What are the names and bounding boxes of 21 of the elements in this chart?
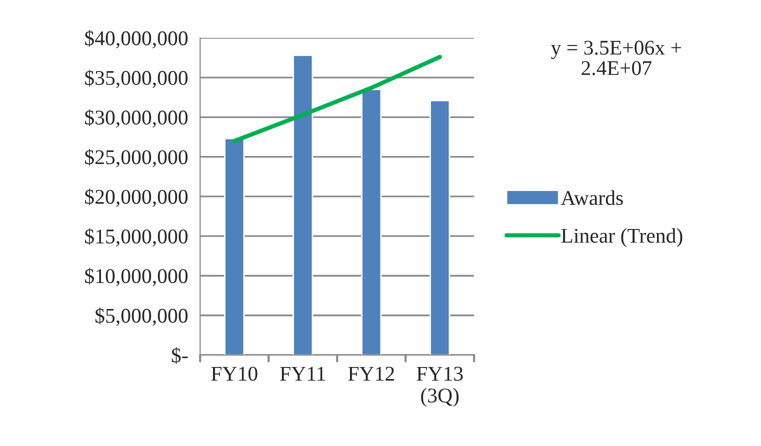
x-tick-label: FY10 [211,366,258,381]
bar [361,88,382,356]
text: y = 3.5E+06x + 2.4E+07 [551,40,682,76]
bar [292,54,314,356]
y-tick-label: $25,000,000 [85,148,188,168]
y-tick-label: $20,000,000 [85,188,188,207]
bar [430,100,450,356]
y-tick-label: $40,000,000 [85,30,188,48]
legend-label: Awards [560,190,623,206]
y-tick-label: $10,000,000 [85,268,188,286]
y-tick-label: $15,000,000 [85,228,188,247]
y-tick-label: $5,000,000 [95,308,188,326]
x-tick-label: FY11 [280,366,325,381]
y-tick-label: $30,000,000 [85,109,188,128]
x-tick-label: FY12 [348,366,394,381]
line-series [232,54,442,144]
y-tick-label: $- [172,347,188,364]
legend-label: Linear (Trend) [561,228,682,248]
x-tick-label: FY13 (3Q) [416,366,463,407]
y-tick-label: $35,000,000 [85,70,188,88]
bar [224,138,245,356]
